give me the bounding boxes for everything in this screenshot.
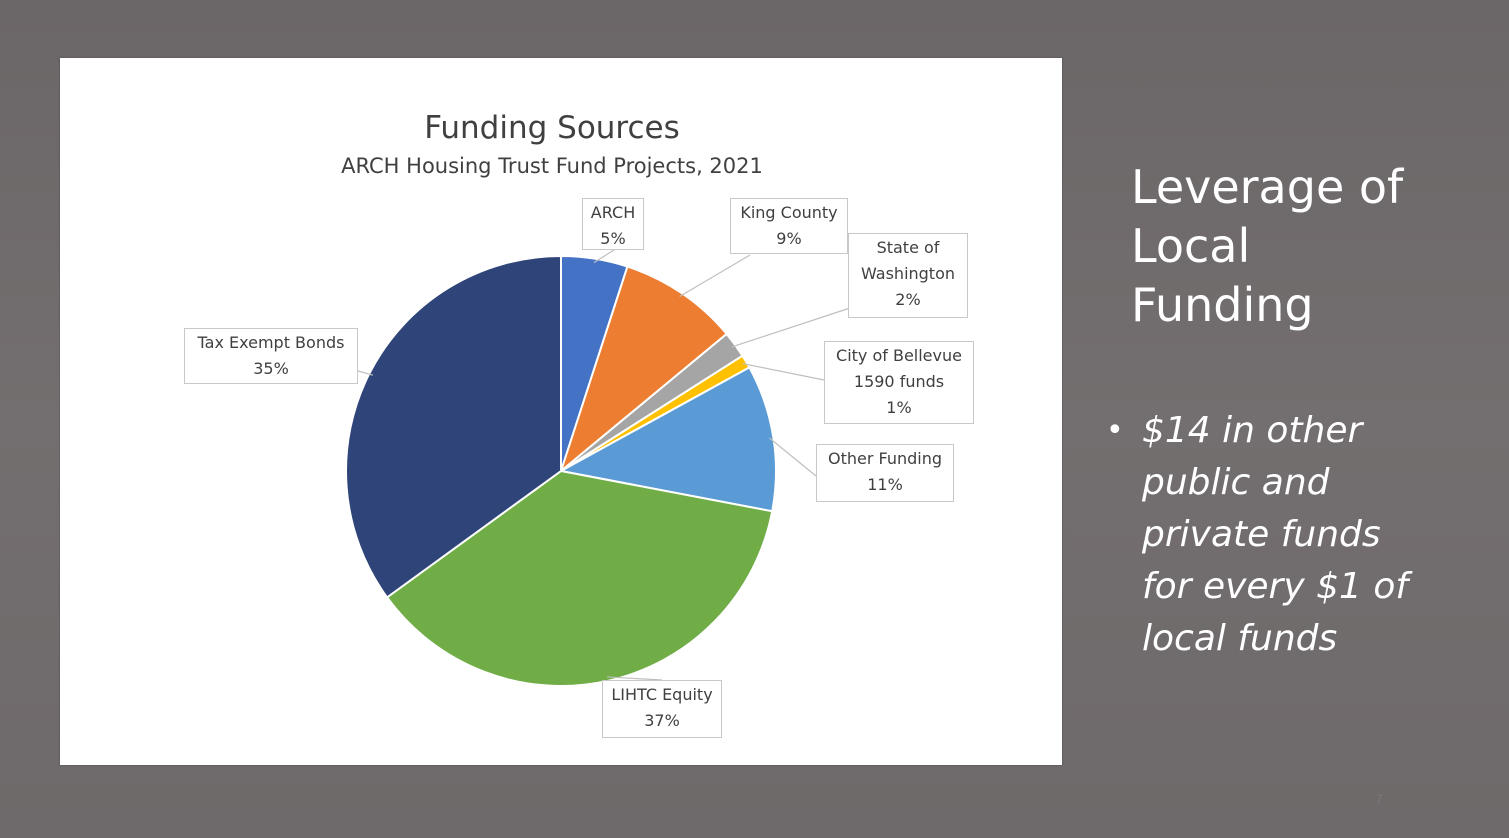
leader-line bbox=[731, 307, 851, 348]
pie-slice-tax-exempt-bonds bbox=[345, 254, 562, 599]
leader-line bbox=[606, 676, 663, 681]
data-label-value: 35% bbox=[253, 359, 289, 378]
bullet-line: $14 in other bbox=[1142, 410, 1363, 451]
side-title-line: Leverage of bbox=[1131, 160, 1404, 214]
data-label-value: 5% bbox=[600, 229, 626, 248]
data-label-box: Other Funding 11% bbox=[816, 444, 954, 502]
data-label-name: Other Funding bbox=[827, 449, 943, 468]
chart-subtitle: ARCH Housing Trust Fund Projects, 2021 bbox=[341, 154, 763, 178]
side-bullet: • $14 in other public and private funds … bbox=[1106, 405, 1446, 665]
data-label-name: Washington bbox=[860, 264, 956, 283]
leader-line bbox=[769, 437, 817, 477]
data-label-value: 11% bbox=[867, 475, 903, 494]
side-title: Leverage of Local Funding bbox=[1131, 158, 1471, 335]
bullet-line: public and bbox=[1142, 462, 1330, 503]
data-label-box: ARCH 5% bbox=[582, 198, 644, 250]
data-label-name: 1590 funds bbox=[853, 372, 945, 391]
side-title-line: Local bbox=[1131, 219, 1251, 273]
leader-line bbox=[357, 370, 374, 376]
bullet-line: local funds bbox=[1142, 618, 1338, 659]
data-label-name: City of Bellevue bbox=[836, 346, 962, 365]
data-label-name: State of bbox=[876, 238, 940, 257]
bullet-dot-icon: • bbox=[1106, 413, 1124, 448]
bullet-line: private funds bbox=[1142, 514, 1381, 555]
data-label-value: 1% bbox=[886, 398, 912, 417]
data-label-name: Tax Exempt Bonds bbox=[197, 333, 345, 352]
data-label-value: 9% bbox=[776, 229, 802, 248]
bullet-line: for every $1 of bbox=[1142, 566, 1409, 607]
data-label-name: LIHTC Equity bbox=[611, 685, 713, 704]
data-label-box: King County 9% bbox=[730, 198, 848, 254]
data-label-value: 37% bbox=[644, 711, 680, 730]
chart-panel: Funding Sources ARCH Housing Trust Fund … bbox=[60, 58, 1062, 765]
data-label-box: City of Bellevue 1590 funds 1% bbox=[824, 341, 974, 424]
pie-slice-other-funding bbox=[558, 366, 777, 513]
data-label-name: King County bbox=[740, 203, 838, 222]
data-label-box: LIHTC Equity 37% bbox=[602, 680, 722, 738]
data-label-box: Tax Exempt Bonds 35% bbox=[184, 328, 358, 384]
leader-line bbox=[593, 249, 615, 264]
pie-chart bbox=[345, 249, 851, 687]
chart-title: Funding Sources bbox=[424, 110, 680, 146]
data-label-name: ARCH bbox=[590, 203, 636, 222]
page-number: 7 bbox=[1376, 792, 1383, 806]
bullet-text: $14 in other public and private funds fo… bbox=[1142, 405, 1446, 665]
leader-line bbox=[742, 363, 825, 381]
data-label-box: State of Washington 2% bbox=[848, 233, 968, 318]
side-title-line: Funding bbox=[1131, 278, 1314, 332]
data-label-value: 2% bbox=[895, 290, 921, 309]
leader-line bbox=[679, 254, 751, 298]
pie-slice-king-county bbox=[558, 265, 729, 474]
